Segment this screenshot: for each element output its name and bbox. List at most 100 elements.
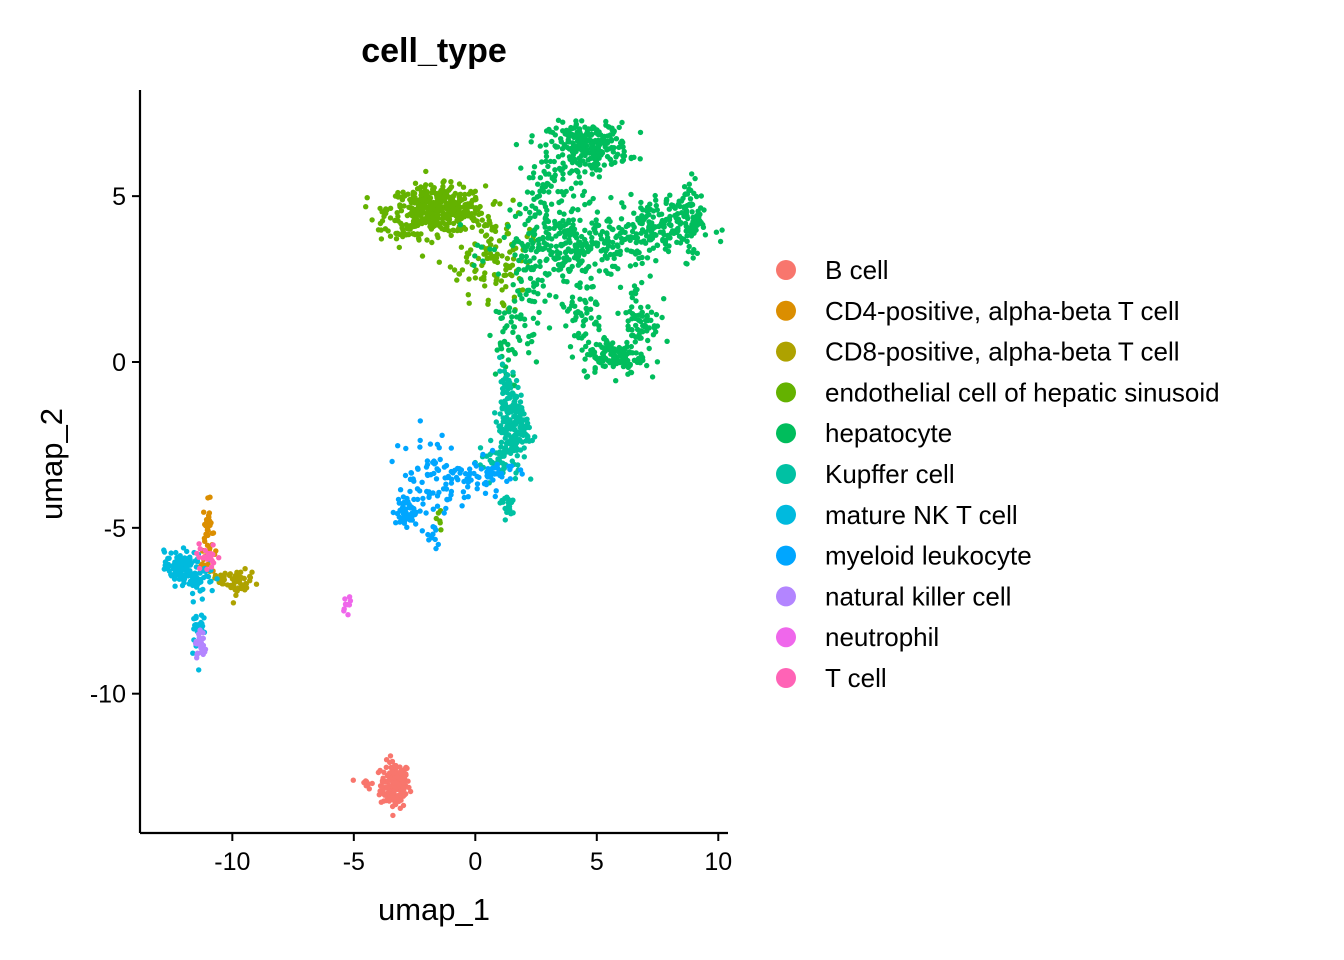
data-point — [490, 201, 496, 207]
data-point — [625, 364, 631, 371]
data-point — [660, 236, 666, 243]
data-point — [568, 208, 575, 215]
data-point — [644, 312, 650, 319]
data-point — [571, 255, 578, 261]
data-point — [565, 220, 571, 226]
data-point — [393, 801, 399, 808]
data-point — [501, 234, 507, 241]
data-point — [379, 784, 386, 790]
data-point — [476, 474, 482, 481]
data-point — [393, 520, 399, 526]
data-point — [593, 319, 599, 325]
data-point — [515, 384, 521, 391]
data-point — [698, 193, 704, 199]
data-point — [653, 311, 660, 318]
legend-item: CD8-positive, alpha-beta T cell — [776, 337, 1180, 367]
data-point — [575, 207, 581, 213]
data-point — [577, 130, 583, 137]
data-point — [601, 354, 607, 360]
data-point — [189, 572, 195, 578]
data-point — [645, 337, 651, 344]
data-point — [481, 251, 487, 257]
data-point — [692, 175, 698, 182]
data-point — [596, 268, 603, 274]
data-point — [675, 225, 681, 232]
data-point — [675, 201, 682, 207]
data-point — [506, 463, 512, 469]
data-point — [588, 315, 594, 321]
data-point — [543, 257, 549, 264]
data-point — [576, 174, 582, 180]
data-point — [503, 374, 509, 380]
data-point — [253, 581, 260, 587]
data-point — [450, 220, 457, 227]
data-point — [397, 519, 403, 525]
data-point — [413, 215, 420, 222]
data-point — [190, 599, 196, 605]
data-point — [234, 588, 240, 594]
data-point — [375, 227, 382, 233]
data-point — [697, 220, 703, 226]
data-point — [510, 197, 516, 203]
data-point — [493, 471, 499, 477]
data-point — [662, 246, 669, 252]
data-point — [480, 258, 486, 264]
data-point — [186, 581, 192, 587]
data-point — [543, 128, 550, 134]
data-point — [495, 456, 501, 462]
data-point — [207, 579, 213, 585]
data-point — [610, 244, 616, 250]
data-point — [654, 242, 660, 248]
data-point — [601, 162, 607, 168]
data-point — [443, 505, 449, 512]
data-point — [206, 510, 213, 516]
data-point — [573, 118, 579, 124]
data-point — [404, 524, 410, 530]
data-point — [400, 510, 406, 516]
data-point — [566, 268, 572, 274]
data-point — [582, 227, 588, 233]
data-point — [528, 476, 534, 482]
data-point — [583, 306, 589, 312]
data-point — [446, 496, 453, 502]
data-point — [197, 577, 204, 583]
data-point — [400, 514, 407, 521]
data-point — [521, 316, 528, 322]
data-point — [599, 344, 605, 350]
data-point — [615, 151, 621, 157]
legend-label: CD4-positive, alpha-beta T cell — [825, 296, 1180, 326]
data-point — [564, 279, 570, 285]
data-point — [719, 227, 725, 233]
data-point — [676, 233, 683, 239]
data-point — [572, 242, 578, 248]
data-point — [453, 474, 460, 481]
data-point — [528, 237, 534, 243]
data-point — [510, 282, 516, 288]
data-point — [620, 363, 627, 370]
data-point — [507, 207, 513, 213]
data-point — [462, 206, 468, 212]
data-point — [674, 239, 680, 245]
data-point — [403, 764, 409, 771]
data-point — [413, 521, 419, 527]
data-point — [537, 263, 543, 270]
data-point — [230, 600, 237, 606]
data-point — [406, 204, 412, 210]
data-point — [596, 142, 603, 148]
data-point — [502, 495, 508, 502]
data-point — [656, 223, 662, 230]
data-point — [621, 204, 627, 210]
data-point — [611, 255, 617, 262]
data-point — [489, 227, 495, 233]
data-point — [567, 170, 573, 176]
data-point — [395, 194, 401, 200]
data-point — [434, 503, 441, 509]
data-point — [433, 190, 439, 197]
data-point — [681, 205, 687, 211]
data-point — [512, 349, 518, 356]
data-point — [639, 279, 645, 286]
data-point — [533, 359, 540, 365]
data-point — [588, 275, 594, 281]
data-point — [582, 356, 588, 362]
data-point — [559, 152, 566, 158]
